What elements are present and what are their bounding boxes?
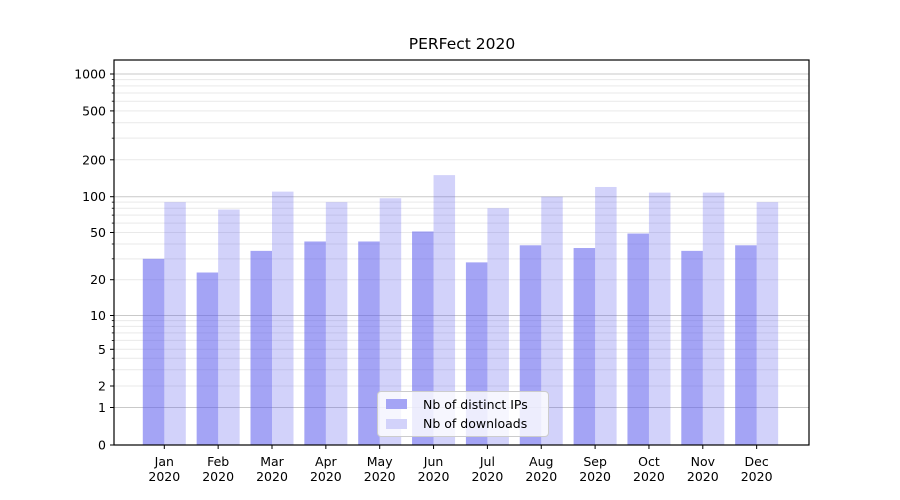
axis-spine [113,59,810,446]
legend-label-downloads: Nb of downloads [423,416,528,432]
legend-item-downloads: Nb of downloads [378,416,548,431]
x-tick-label: Jun 2020 [418,454,450,484]
bar-distinct-ips [627,233,649,445]
x-axis: Jan 2020 Feb 2020 Mar 2020 Apr 2020 May 2020 Jun 20… [148,445,773,484]
x-tick-label: Jan 2020 [148,454,180,484]
x-tick-label: Oct 2020 [633,454,665,484]
y-tick-label: 0 [98,438,106,453]
x-tick-label: Sep 2020 [579,454,611,484]
bar-downloads [595,186,617,446]
bar-distinct-ips [196,272,219,445]
y-tick-label: 1000 [74,67,106,82]
bar-distinct-ips [681,250,703,445]
bar-downloads [756,202,779,445]
bar-downloads [702,192,725,445]
legend: Nb of distinct IPs Nb of downloads [377,391,549,437]
bar-downloads [218,209,240,445]
x-tick-label: Nov 2020 [687,454,719,484]
bar-downloads [541,196,563,445]
bar-downloads [325,202,348,445]
y-axis: 0 1 2 5 10 20 50 100 200 500 1000 [74,67,114,453]
bar-distinct-ips [358,241,380,445]
x-tick-label: Apr 2020 [310,454,342,484]
y-tick-label: 200 [82,152,106,167]
chart-title: PERFect 2020 [408,35,516,53]
bar-downloads [487,208,509,445]
legend-swatch-distinct-ips [386,399,407,410]
legend-item-distinct-ips: Nb of distinct IPs [378,397,548,412]
y-tick-label: 500 [82,103,106,118]
bar-downloads [272,191,294,445]
x-tick-label: May 2020 [364,454,396,484]
y-tick-label: 1 [98,400,106,415]
x-tick-label: Jul 2020 [471,454,503,484]
bar-distinct-ips [735,245,757,445]
bar-distinct-ips [573,248,596,445]
y-tick-label: 5 [98,342,106,357]
y-tick-label: 20 [90,272,106,287]
y-tick-label: 10 [90,308,106,323]
bar-downloads [379,198,402,445]
bar-distinct-ips [304,241,326,445]
x-tick-label: Mar 2020 [256,454,288,484]
bar-downloads [648,192,671,445]
legend-label-distinct-ips: Nb of distinct IPs [423,396,528,412]
y-tick-label: 100 [82,189,106,204]
bar-distinct-ips [250,250,272,445]
x-tick-label: Feb 2020 [202,454,234,484]
legend-swatch-downloads [386,418,407,429]
bar-distinct-ips [142,258,165,445]
bar-downloads [164,202,186,445]
y-tick-label: 2 [98,379,106,394]
x-tick-label: Aug 2020 [525,454,557,484]
bar-downloads [433,175,456,446]
x-tick-label: Dec 2020 [741,454,773,484]
y-tick-label: 50 [90,225,106,240]
